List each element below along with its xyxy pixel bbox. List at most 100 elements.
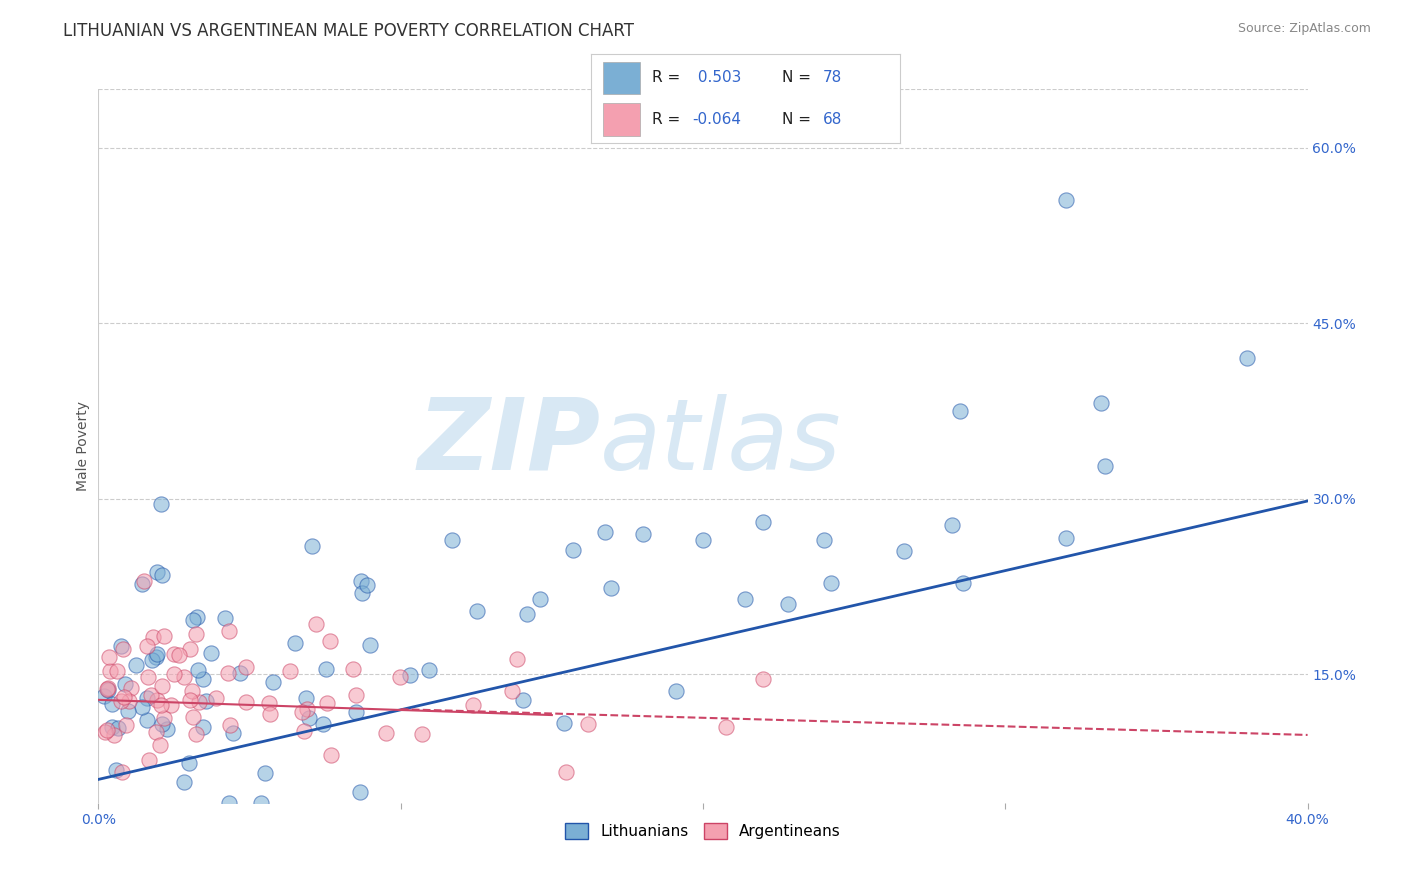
Point <box>321 747 343 762</box>
Point <box>305 616 328 631</box>
Point <box>284 636 307 650</box>
Point <box>219 717 242 731</box>
Point <box>297 702 319 716</box>
Point <box>97 681 120 695</box>
Point <box>105 664 128 678</box>
Point <box>893 544 915 558</box>
Point <box>125 657 148 672</box>
Point <box>561 542 583 557</box>
Bar <box>603 62 640 94</box>
Point <box>186 610 208 624</box>
Point <box>141 688 163 702</box>
Point <box>186 626 208 640</box>
Point <box>181 710 204 724</box>
Point <box>259 697 281 711</box>
Point <box>318 633 340 648</box>
Point <box>217 665 239 680</box>
Point <box>181 613 204 627</box>
Point <box>191 720 214 734</box>
Legend: Lithuanians, Argentineans: Lithuanians, Argentineans <box>560 817 846 845</box>
Point <box>714 720 737 734</box>
Point <box>179 642 201 657</box>
Point <box>107 721 129 735</box>
Point <box>93 725 115 739</box>
Text: ZIP: ZIP <box>418 394 600 491</box>
Point <box>278 664 301 678</box>
Point <box>1094 459 1116 474</box>
Y-axis label: Male Poverty: Male Poverty <box>76 401 90 491</box>
Point <box>146 647 169 661</box>
Text: N =: N = <box>782 112 811 127</box>
Point <box>949 404 972 418</box>
Point <box>375 726 398 740</box>
Point <box>98 664 121 678</box>
Point <box>440 533 463 547</box>
Point <box>111 765 134 780</box>
Point <box>342 661 364 675</box>
Point <box>136 713 159 727</box>
Point <box>505 652 527 666</box>
Text: Source: ZipAtlas.com: Source: ZipAtlas.com <box>1237 22 1371 36</box>
Point <box>593 524 616 539</box>
Point <box>553 716 575 731</box>
Point <box>554 765 576 780</box>
Point <box>150 568 173 582</box>
Point <box>150 497 173 511</box>
Point <box>344 688 367 702</box>
Point <box>173 775 195 789</box>
Point <box>665 684 688 698</box>
Point <box>131 700 153 714</box>
Point <box>465 604 488 618</box>
Text: 0.503: 0.503 <box>693 70 741 85</box>
Point <box>501 683 523 698</box>
Point <box>104 763 127 777</box>
Point <box>218 796 240 810</box>
Point <box>600 581 623 595</box>
Point <box>110 639 132 653</box>
Point <box>194 694 217 708</box>
Point <box>152 680 174 694</box>
Point <box>93 690 115 704</box>
Point <box>153 629 176 643</box>
Point <box>103 728 125 742</box>
Point <box>356 578 378 592</box>
Point <box>200 646 222 660</box>
Point <box>96 723 118 738</box>
Point <box>131 576 153 591</box>
Point <box>153 711 176 725</box>
Point <box>411 727 433 741</box>
Point <box>734 592 756 607</box>
Point <box>118 694 141 708</box>
Point <box>352 586 374 600</box>
Point <box>631 526 654 541</box>
Text: N =: N = <box>782 70 811 85</box>
Point <box>179 693 201 707</box>
Point <box>298 711 321 725</box>
Point <box>952 576 974 591</box>
Point <box>149 698 172 712</box>
Point <box>112 690 135 704</box>
Point <box>1054 531 1077 545</box>
Point <box>752 515 775 529</box>
Point <box>181 683 204 698</box>
Text: 68: 68 <box>823 112 842 127</box>
Point <box>344 705 367 719</box>
Point <box>150 716 173 731</box>
Point <box>312 717 335 731</box>
Point <box>259 707 281 722</box>
Point <box>112 642 135 657</box>
Text: R =: R = <box>652 112 681 127</box>
Point <box>316 696 339 710</box>
Point <box>141 653 163 667</box>
Point <box>941 518 963 533</box>
Point <box>1054 194 1077 208</box>
Point <box>191 672 214 686</box>
Point <box>235 660 257 674</box>
Point <box>173 670 195 684</box>
Point <box>516 607 538 622</box>
Point <box>529 592 551 607</box>
Point <box>114 677 136 691</box>
Point <box>100 697 122 711</box>
Text: LITHUANIAN VS ARGENTINEAN MALE POVERTY CORRELATION CHART: LITHUANIAN VS ARGENTINEAN MALE POVERTY C… <box>63 22 634 40</box>
Point <box>399 668 422 682</box>
